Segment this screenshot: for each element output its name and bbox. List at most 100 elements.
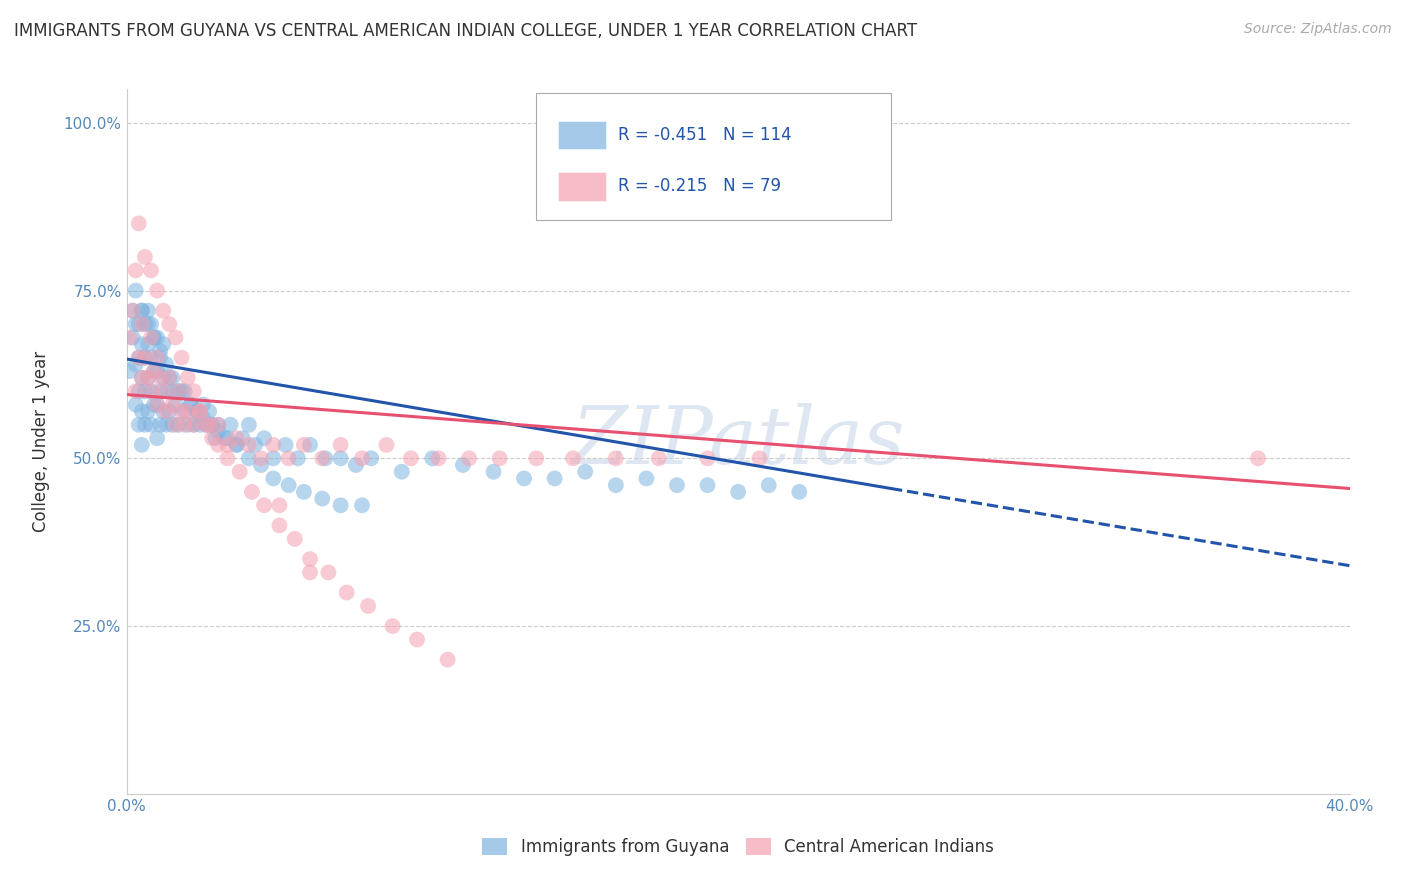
Point — [225, 431, 247, 445]
Point — [696, 451, 718, 466]
Point — [748, 451, 770, 466]
Point — [136, 371, 159, 385]
Point — [146, 330, 169, 344]
Point — [128, 351, 150, 365]
Point — [134, 351, 156, 365]
Y-axis label: College, Under 1 year: College, Under 1 year — [32, 351, 49, 533]
Point — [134, 417, 156, 432]
Point — [146, 364, 169, 378]
Point — [262, 438, 284, 452]
Point — [758, 478, 780, 492]
Point — [149, 343, 172, 358]
Point — [336, 585, 359, 599]
Point — [350, 498, 373, 512]
Point — [139, 384, 162, 399]
Point — [134, 384, 156, 399]
Point — [195, 417, 218, 432]
Point — [314, 451, 336, 466]
Point — [574, 465, 596, 479]
Point — [299, 566, 322, 580]
Point — [146, 431, 169, 445]
Point — [125, 357, 148, 371]
Point — [134, 351, 156, 365]
Point — [136, 303, 159, 318]
Point — [143, 398, 166, 412]
Point — [299, 438, 322, 452]
Point — [284, 532, 307, 546]
Point — [146, 398, 169, 412]
Point — [136, 337, 159, 351]
Point — [118, 364, 141, 378]
Point — [183, 417, 205, 432]
Point — [143, 330, 166, 344]
Point — [287, 451, 309, 466]
Point — [524, 451, 547, 466]
Point — [269, 498, 291, 512]
FancyBboxPatch shape — [558, 172, 606, 201]
Point — [274, 438, 297, 452]
Point — [139, 263, 162, 277]
Point — [391, 465, 413, 479]
Point — [177, 417, 200, 432]
Point — [139, 317, 162, 331]
Text: Source: ZipAtlas.com: Source: ZipAtlas.com — [1244, 22, 1392, 37]
Point — [292, 438, 315, 452]
Point — [186, 404, 208, 418]
Point — [131, 438, 153, 452]
Point — [406, 632, 429, 647]
Point — [647, 451, 669, 466]
Point — [125, 284, 148, 298]
Point — [375, 438, 398, 452]
Point — [157, 317, 180, 331]
Point — [292, 484, 315, 499]
Point — [136, 404, 159, 418]
Point — [188, 417, 211, 432]
Point — [128, 216, 150, 230]
Point — [131, 371, 153, 385]
Point — [152, 337, 174, 351]
Point — [136, 371, 159, 385]
Point — [162, 371, 184, 385]
Point — [170, 404, 193, 418]
Point — [1247, 451, 1270, 466]
Point — [128, 351, 150, 365]
Point — [157, 371, 180, 385]
Point — [198, 417, 221, 432]
Point — [162, 384, 184, 399]
Point — [180, 398, 202, 412]
Point — [143, 330, 166, 344]
Point — [488, 451, 510, 466]
Point — [277, 451, 299, 466]
Point — [217, 438, 239, 452]
Point — [131, 404, 153, 418]
Point — [146, 284, 169, 298]
Point — [157, 371, 180, 385]
Point — [118, 330, 141, 344]
Point — [173, 384, 195, 399]
Point — [225, 438, 247, 452]
Point — [422, 451, 444, 466]
Point — [155, 357, 177, 371]
Point — [155, 417, 177, 432]
Point — [155, 384, 177, 399]
Point — [344, 458, 367, 472]
Point — [198, 417, 221, 432]
Point — [125, 398, 148, 412]
Point — [177, 371, 200, 385]
Point — [186, 404, 208, 418]
Point — [207, 438, 229, 452]
Point — [183, 417, 205, 432]
Point — [201, 431, 224, 445]
Point — [318, 566, 340, 580]
Point — [299, 552, 322, 566]
Text: R = -0.215   N = 79: R = -0.215 N = 79 — [619, 178, 782, 195]
Point — [165, 330, 187, 344]
Point — [399, 451, 422, 466]
Point — [787, 484, 810, 499]
Point — [243, 438, 266, 452]
FancyBboxPatch shape — [558, 121, 606, 149]
Point — [191, 398, 214, 412]
Point — [131, 303, 153, 318]
Point — [131, 371, 153, 385]
Point — [157, 404, 180, 418]
